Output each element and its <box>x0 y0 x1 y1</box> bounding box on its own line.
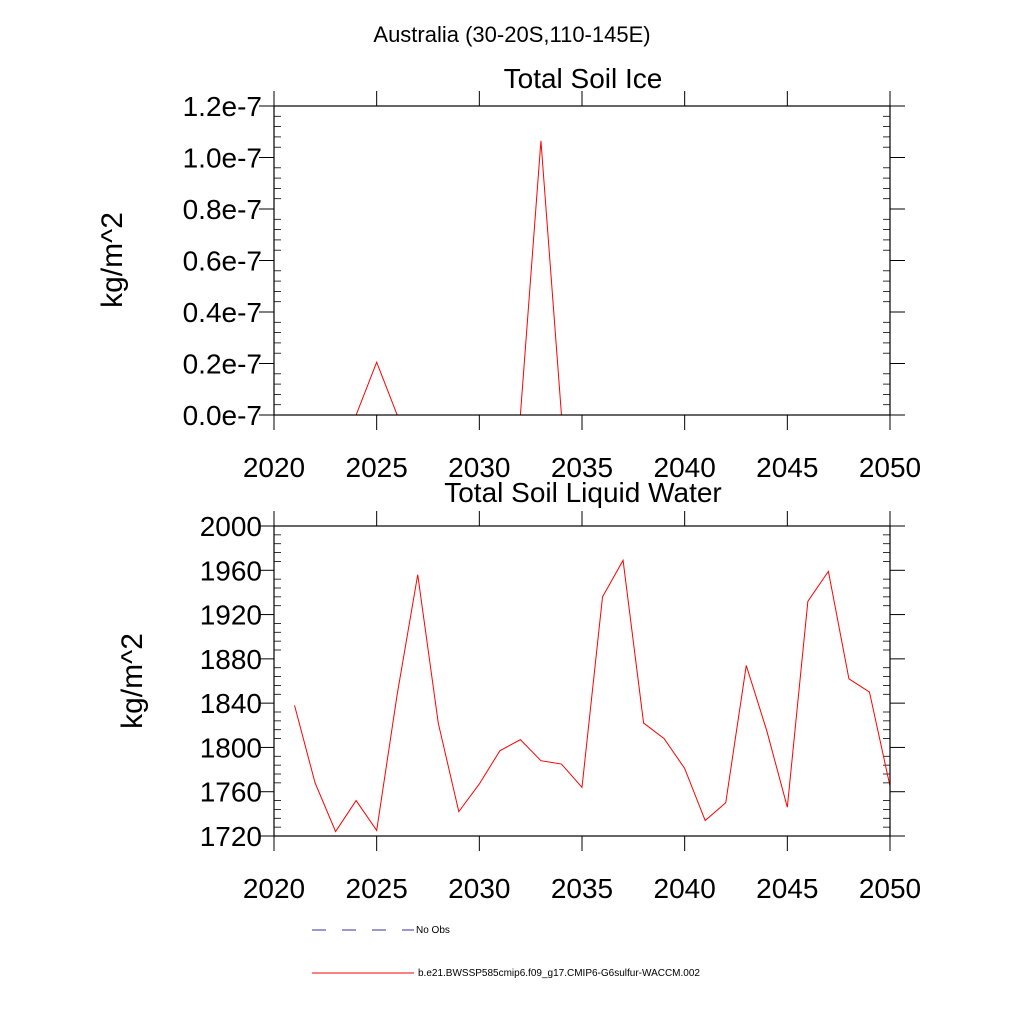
y-tick-label: 0.4e-7 <box>183 297 262 328</box>
x-tick-label: 2040 <box>654 452 716 483</box>
panel-title: Total Soil Liquid Water <box>444 477 722 508</box>
y-tick-label: 1800 <box>200 732 262 763</box>
y-tick-label: 1.2e-7 <box>183 91 262 122</box>
axis-tick-labels: 2020 2025 2030 2035 2040 2045 2050 1720 1760 1800… <box>200 511 921 904</box>
series-group <box>294 558 891 833</box>
x-tick-label: 2025 <box>346 873 408 904</box>
x-tick-label: 2045 <box>756 873 818 904</box>
y-tick-label: 0.0e-7 <box>183 400 262 431</box>
y-tick-label: 1720 <box>200 821 262 852</box>
x-tick-label: 2035 <box>551 452 613 483</box>
legend: No Obs b.e21.BWSSP585cmip6.f09_g17.CMIP6… <box>312 925 700 979</box>
y-tick-label: 1920 <box>200 600 262 631</box>
series-line-0 <box>294 140 890 416</box>
series-line-0 <box>294 558 891 833</box>
x-tick-label: 2050 <box>859 452 921 483</box>
axis-ticks <box>259 91 905 430</box>
legend-label-model: b.e21.BWSSP585cmip6.f09_g17.CMIP6-G6sulf… <box>418 968 700 979</box>
x-tick-label: 2020 <box>243 873 305 904</box>
y-tick-label: 2000 <box>200 511 262 542</box>
plot-frame <box>273 525 891 837</box>
suptitle: Australia (30-20S,110-145E) <box>373 22 650 47</box>
y-tick-label: 1760 <box>200 777 262 808</box>
y-tick-label: 1960 <box>200 555 262 586</box>
chart-panel-soil-ice: Total Soil Ice kg/m^2 2020 2025 2030 2035 20… <box>96 63 921 483</box>
y-tick-label: 1.0e-7 <box>183 143 262 174</box>
x-tick-label: 2025 <box>346 452 408 483</box>
x-tick-label: 2030 <box>448 873 510 904</box>
y-tick-label: 0.6e-7 <box>183 246 262 277</box>
axis-ticks <box>259 511 905 851</box>
y-axis-label: kg/m^2 <box>116 633 149 729</box>
x-tick-label: 2050 <box>859 873 921 904</box>
x-tick-label: 2040 <box>654 873 716 904</box>
y-tick-label: 1840 <box>200 688 262 719</box>
x-tick-label: 2045 <box>756 452 818 483</box>
y-axis-label: kg/m^2 <box>96 212 129 308</box>
y-tick-label: 0.8e-7 <box>183 194 262 225</box>
chart-panel-soil-liquid-water: Total Soil Liquid Water kg/m^2 2020 2025 2… <box>116 477 921 904</box>
legend-label-no-obs: No Obs <box>416 925 450 936</box>
x-tick-label: 2035 <box>551 873 613 904</box>
x-tick-label: 2020 <box>243 452 305 483</box>
plot-frame <box>273 105 891 416</box>
x-tick-label: 2030 <box>448 452 510 483</box>
y-tick-label: 1880 <box>200 644 262 675</box>
y-tick-label: 0.2e-7 <box>183 349 262 380</box>
series-group <box>294 140 890 416</box>
panel-title: Total Soil Ice <box>504 63 663 94</box>
axis-tick-labels: 2020 2025 2030 2035 2040 2045 2050 0.0e-7 0.2e-7… <box>183 91 922 483</box>
